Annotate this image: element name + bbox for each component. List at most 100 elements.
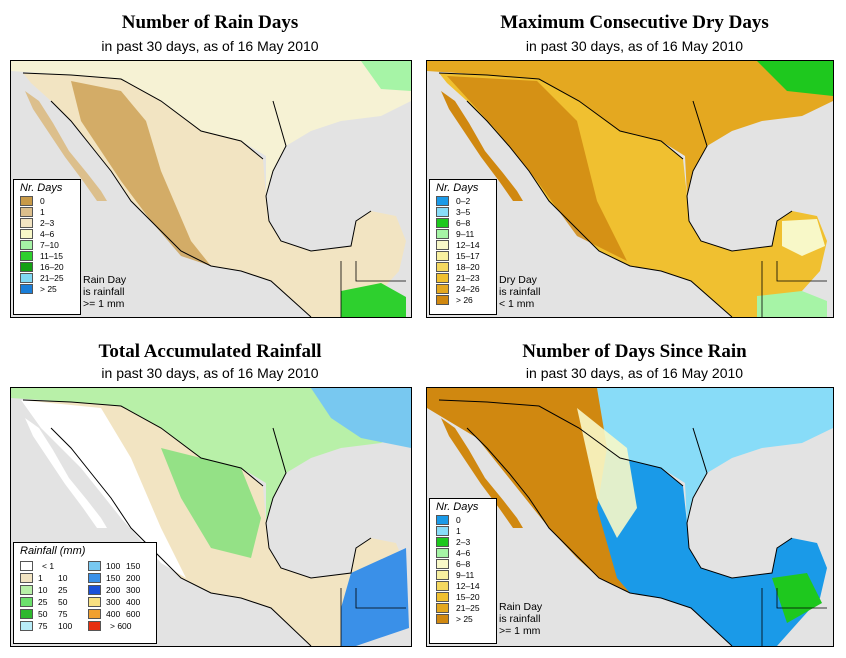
legend-item: 21–25 [14,273,80,284]
yucatan-region [782,219,825,256]
coastline-pacific [466,427,733,646]
coastline-pacific [50,100,312,317]
legend-swatch [20,621,33,631]
legend-item: 9–11 [430,570,496,581]
legend-label-to: < 1 [42,561,55,571]
legend-label: 9–11 [456,570,475,580]
panel-title: Number of Rain Days [121,12,299,33]
legend-swatch [436,581,449,591]
map-dry-days: Nr. Days 0–2 3–5 6–8 9–11 12–14 15–17 18–20 21–… [426,60,834,318]
legend-rows: 0 1 2–3 4–6 7–10 11–15 16–20 21–25 > 25 [14,196,80,295]
panel-subtitle: in past 30 days, as of 16 May 2010 [525,38,744,54]
border-usa-mexico [22,399,264,487]
legend-swatch [436,262,449,272]
map-canvas [11,61,411,317]
legend-swatch [20,273,33,283]
green-region-central [161,448,261,558]
panel-title: Number of Days Since Rain [522,341,747,362]
map-rainfall: Rainfall (mm) < 1 1 10 10 25 25 50 50 75 75 100 100… [10,387,412,647]
legend-swatch [88,609,101,619]
coastline-pacific [50,427,312,646]
legend-rows: 0–2 3–5 6–8 9–11 12–14 15–17 18–20 21–23 24–26 > … [430,196,496,306]
dry-region [427,388,630,593]
legend-swatch [88,621,101,631]
legend-since-rain: Nr. Days 0 1 2–3 4–6 6–8 9–11 12–14 15–20 21–25 >… [429,498,497,644]
legend-swatch [436,218,449,228]
note-line: < 1 mm [499,298,535,310]
note-line: is rainfall [499,613,541,625]
legend-rows: 0 1 2–3 4–6 6–8 9–11 12–14 15–20 21–25 > 25 [430,515,496,625]
legend-swatch [436,537,449,547]
legend-label-to: 75 [58,609,68,619]
note-line: is rainfall [83,286,125,298]
border-central-america [761,261,827,317]
usa-land [427,388,833,523]
legend-swatch [436,559,449,569]
legend-swatch [436,548,449,558]
baja-peninsula [25,91,107,201]
legend-item: 24–26 [430,284,496,295]
wet-region-northeast [311,388,411,448]
panel-subtitle: in past 30 days, as of 16 May 2010 [101,365,319,381]
legend-label-from: 10 [38,585,48,595]
legend-label: 1 [40,207,45,217]
legend-swatch [88,597,101,607]
legend-dry-days: Nr. Days 0–2 3–5 6–8 9–11 12–14 15–17 18–20 21–… [429,179,497,315]
legend-label-from: 75 [38,621,48,631]
legend-item: 3–5 [430,207,496,218]
legend-label-from: 300 [106,597,121,607]
legend-label: 15–17 [456,251,480,261]
legend-swatch [20,229,33,239]
legend-swatch [20,207,33,217]
map-canvas [11,388,411,646]
note-line: Rain Day [499,601,543,613]
definition-note: Dry Day is rainfall < 1 mm [499,274,540,310]
legend-label: 18–20 [456,262,480,272]
usa-land [11,388,411,523]
legend-swatch [20,262,33,272]
dry-region [71,81,211,266]
legend-item: 15–17 [430,251,496,262]
legend-item: 1 [14,207,80,218]
legend-label-to: 25 [58,585,68,595]
note-line: Dry Day [499,274,537,286]
legend-label: 0 [456,515,461,525]
border-central-america [761,588,827,646]
legend-swatch [436,592,449,602]
border-central-america [340,261,406,317]
baja-peninsula [441,418,523,528]
legend-item: 7–10 [14,240,80,251]
legend-swatch [436,614,449,624]
legend-label-to: 600 [126,609,141,619]
legend-title: Nr. Days [436,501,479,513]
legend-swatch [20,609,33,619]
legend-label-from: 50 [38,609,48,619]
legend-label: 11–15 [40,251,64,261]
legend-label: 15–20 [456,592,480,602]
legend-label: 4–6 [40,229,55,239]
legend-label: 0 [40,196,45,206]
legend-swatch [20,240,33,250]
legend-item: 16–20 [14,262,80,273]
border-usa-mexico [438,399,684,487]
legend-swatch [20,573,33,583]
border-central-america [340,588,406,646]
border-usa-mexico [22,72,264,160]
legend-rows: < 1 1 10 10 25 25 50 50 75 75 100 100 150 150 200 200 30… [14,559,156,637]
legend-swatch [436,603,449,613]
legend-swatch [88,561,101,571]
legend-item: 6–8 [430,218,496,229]
wet-region-northeast [361,61,411,91]
legend-title: Nr. Days [20,182,63,194]
legend-label: > 25 [456,614,473,624]
legend-label: > 25 [40,284,57,294]
legend-label: 21–23 [456,273,480,283]
definition-note: Rain Day is rainfall >= 1 mm [499,601,542,637]
legend-label-to: 10 [58,573,68,583]
legend-swatch [20,597,33,607]
legend-swatch [20,218,33,228]
legend-label-to: 50 [58,597,68,607]
legend-swatch [436,207,449,217]
usa-land [11,61,411,196]
legend-title: Nr. Days [436,182,479,194]
